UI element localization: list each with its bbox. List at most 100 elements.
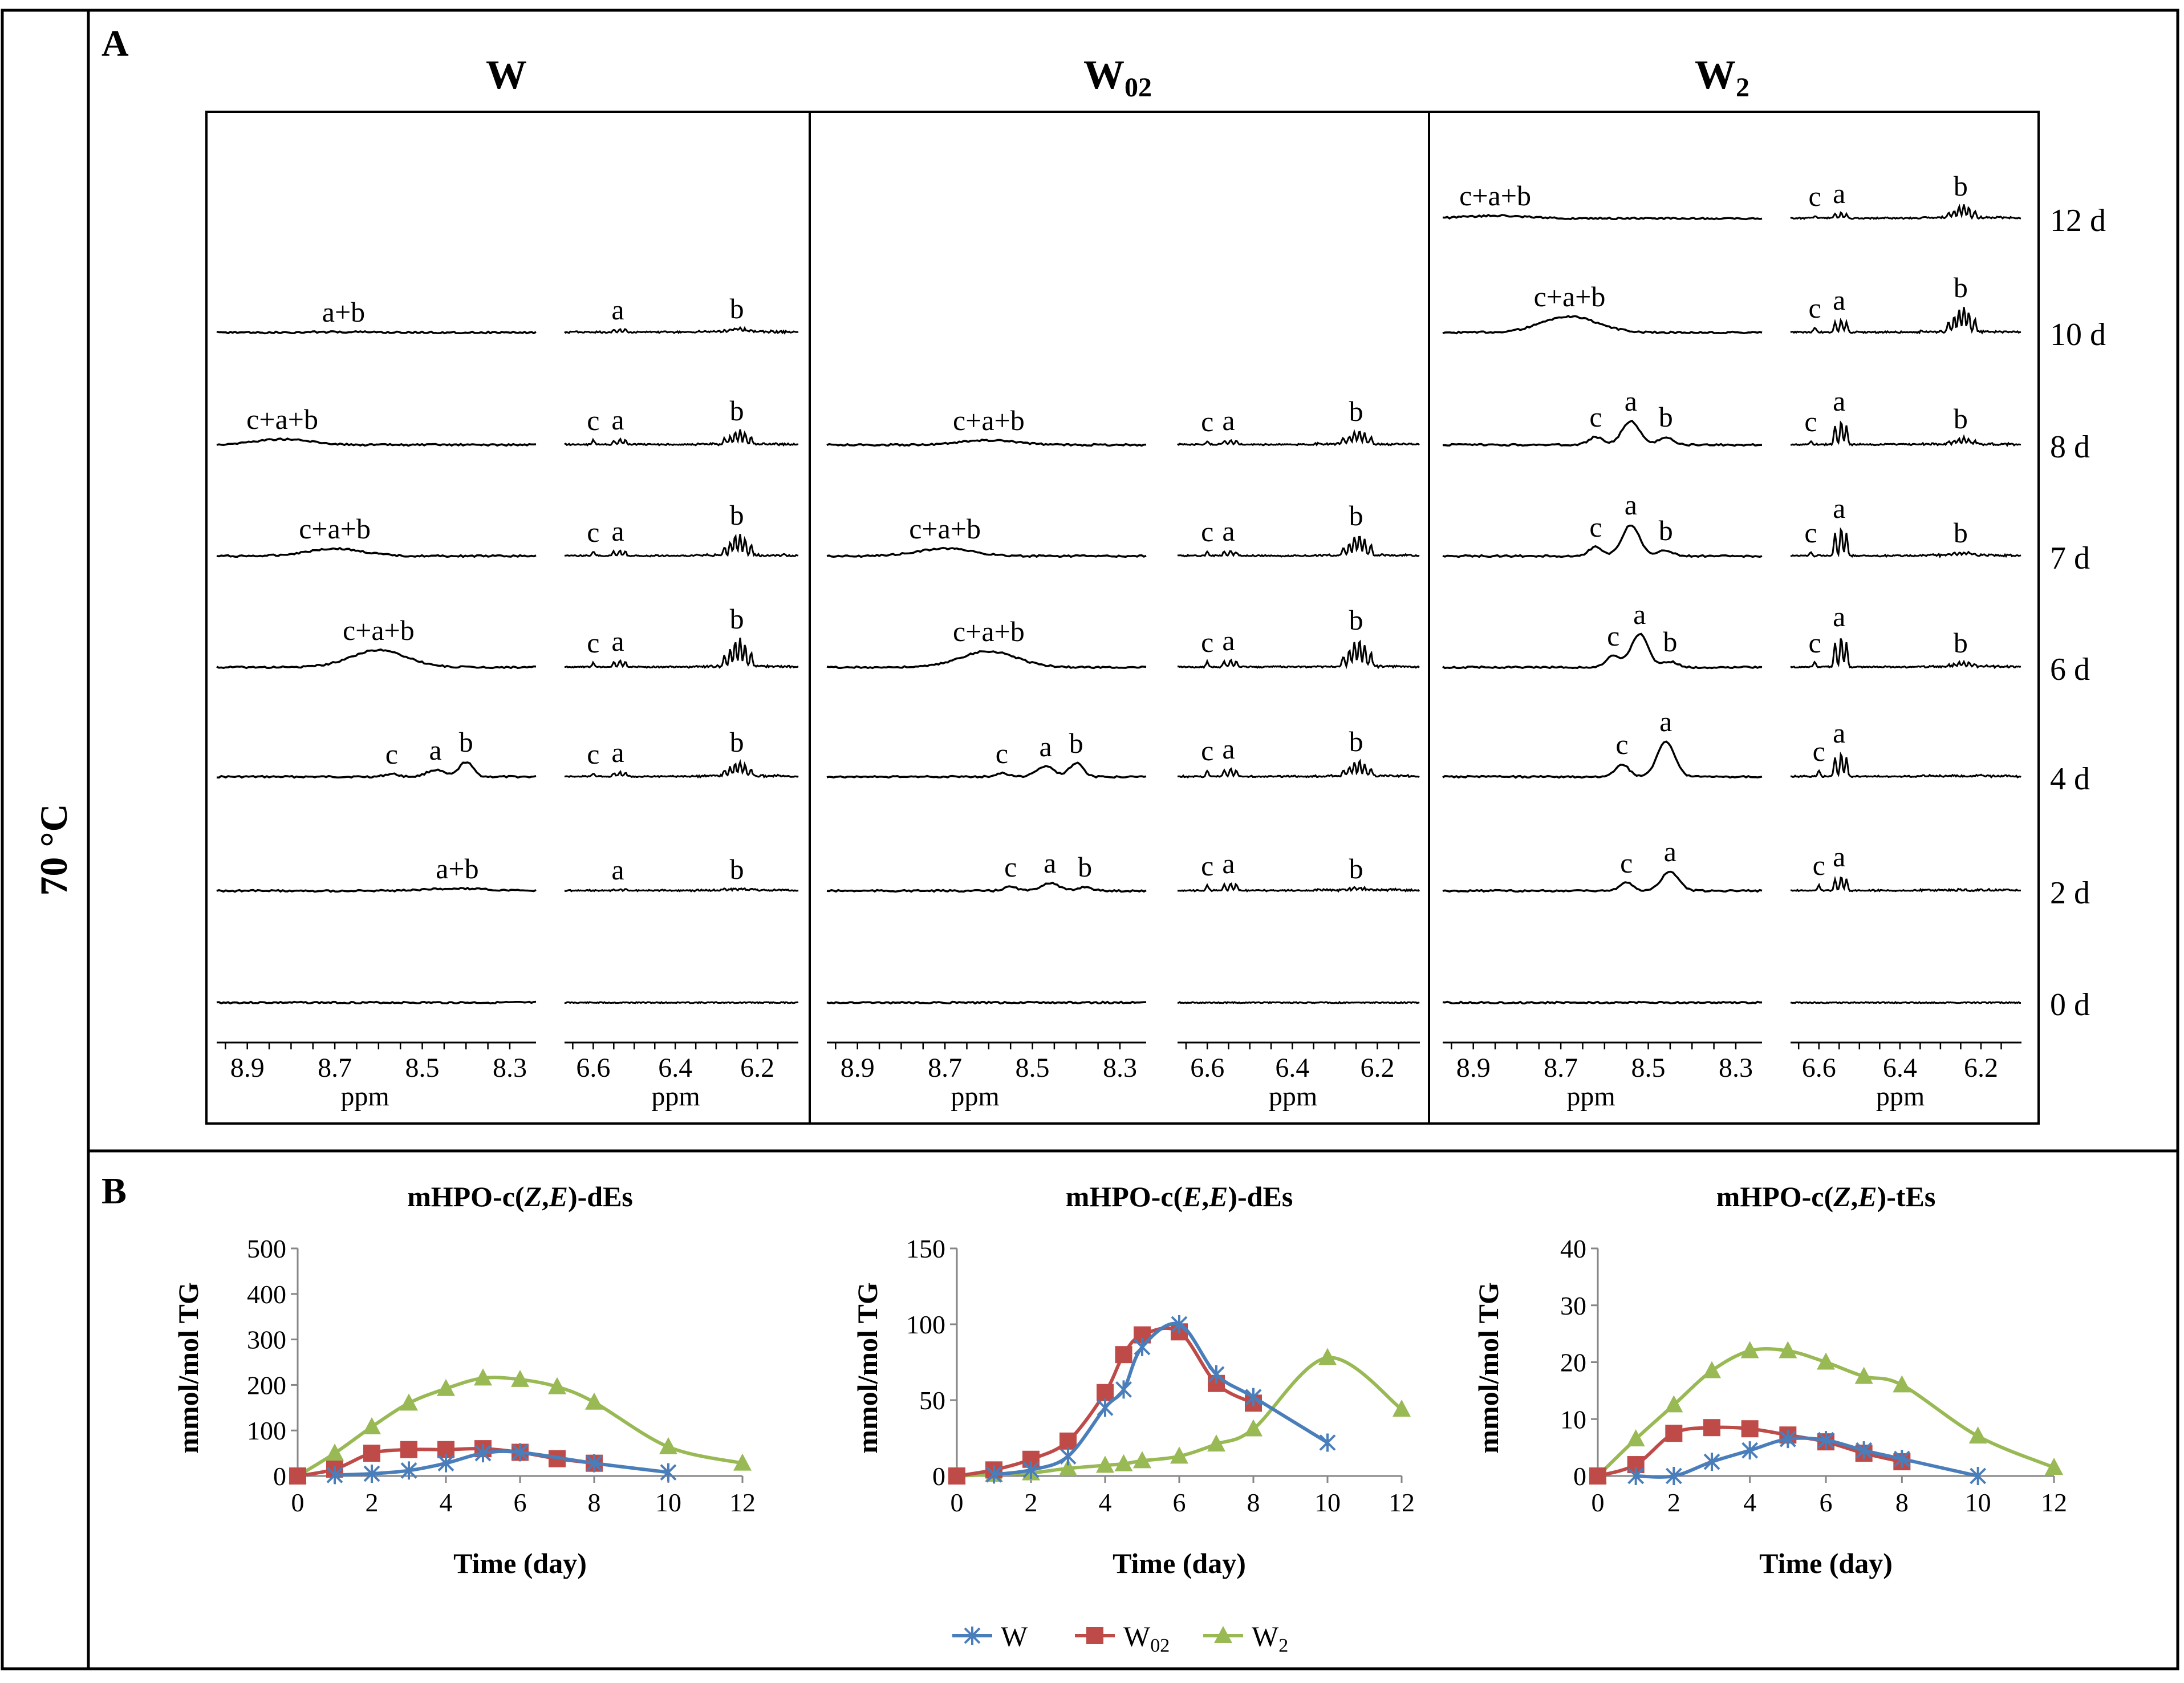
peak-label: a+b bbox=[322, 296, 365, 328]
y-tick-label: 20 bbox=[1560, 1348, 1586, 1377]
peak-label: a+b bbox=[436, 853, 478, 885]
marker-square bbox=[1741, 1420, 1759, 1438]
peak-label: a bbox=[1625, 385, 1637, 417]
marker-square bbox=[1703, 1419, 1720, 1437]
x-tick-label: 2 bbox=[1667, 1488, 1680, 1517]
column-title-sub: 2 bbox=[1736, 72, 1749, 103]
marker-triangle bbox=[1096, 1455, 1114, 1473]
marker-star bbox=[1627, 1467, 1645, 1485]
column-title-main: W bbox=[1695, 52, 1736, 98]
temperature-label: 70 °C bbox=[32, 804, 75, 895]
marker-triangle bbox=[1318, 1348, 1337, 1365]
peak-label: c bbox=[1589, 401, 1602, 433]
peak-label: c bbox=[587, 516, 599, 548]
spectrum-trace-left bbox=[826, 439, 1147, 447]
ppm-tick-label: 8.5 bbox=[1631, 1053, 1666, 1083]
spectrum-trace-left bbox=[216, 330, 537, 335]
ppm-unit-label: ppm bbox=[651, 1081, 700, 1112]
spectra-frame bbox=[205, 111, 2040, 1125]
panel-b-letter: B bbox=[102, 1170, 127, 1212]
marker-square bbox=[289, 1467, 306, 1485]
peak-label: c bbox=[1809, 292, 1821, 324]
chart-title-part: )-dEs bbox=[1228, 1181, 1293, 1212]
marker-triangle bbox=[1817, 1352, 1835, 1370]
marker-square bbox=[1059, 1432, 1077, 1450]
marker-square bbox=[400, 1441, 417, 1458]
peak-label: c bbox=[1201, 405, 1213, 437]
spectrum-trace-right bbox=[1177, 536, 1420, 558]
series-line-W bbox=[334, 1449, 669, 1477]
peak-label: c bbox=[1201, 516, 1213, 548]
peak-label: c bbox=[1813, 735, 1825, 767]
chart-title-part: , bbox=[542, 1181, 549, 1212]
marker-triangle bbox=[1393, 1399, 1411, 1417]
marker-star bbox=[586, 1454, 603, 1473]
spectrum-trace-right bbox=[1177, 1000, 1420, 1004]
ppm-unit-label: ppm bbox=[340, 1081, 389, 1112]
y-tick-label: 0 bbox=[932, 1462, 945, 1491]
peak-label: a bbox=[1664, 836, 1676, 867]
peak-label: b bbox=[1349, 395, 1363, 427]
x-tick-label: 4 bbox=[1099, 1488, 1112, 1517]
spectrum-trace-right bbox=[1177, 428, 1420, 447]
legend-label-main: W bbox=[1252, 1620, 1279, 1652]
peak-label: b bbox=[730, 293, 744, 325]
marker-square bbox=[1665, 1425, 1683, 1442]
marker-star bbox=[985, 1465, 1002, 1484]
marker-triangle bbox=[733, 1453, 752, 1471]
day-label: 10 d bbox=[2050, 317, 2106, 352]
peak-label: b bbox=[1349, 725, 1363, 757]
spectrum-trace-right bbox=[1791, 420, 2021, 447]
peak-label: b bbox=[730, 726, 744, 758]
x-tick-label: 2 bbox=[366, 1488, 379, 1517]
peak-label: c bbox=[1804, 405, 1817, 437]
peak-label: c bbox=[1201, 626, 1213, 658]
marker-star bbox=[512, 1443, 529, 1462]
peak-label: c bbox=[587, 404, 599, 436]
ppm-tick-label: 6.2 bbox=[1360, 1053, 1394, 1083]
marker-triangle bbox=[1968, 1426, 1987, 1444]
series-line-W2 bbox=[1596, 1347, 2055, 1478]
peak-label: a bbox=[1044, 847, 1056, 879]
marker-star bbox=[964, 1627, 981, 1645]
ppm-tick-label: 6.2 bbox=[1964, 1053, 1998, 1083]
marker-star bbox=[1059, 1447, 1077, 1466]
peak-label: c+a+b bbox=[953, 615, 1025, 647]
marker-star bbox=[1134, 1337, 1151, 1356]
y-tick-label: 30 bbox=[1560, 1291, 1586, 1320]
spectrum-trace-right bbox=[563, 326, 799, 335]
ppm-unit-label: ppm bbox=[1876, 1081, 1925, 1112]
y-tick-label: 100 bbox=[906, 1310, 945, 1339]
peak-label: c bbox=[1589, 511, 1602, 543]
spectrum-trace-left bbox=[216, 761, 537, 779]
day-label: 0 d bbox=[2050, 987, 2090, 1023]
ppm-tick-label: 8.3 bbox=[1719, 1053, 1753, 1083]
x-axis-title: Time (day) bbox=[1759, 1547, 1893, 1579]
marker-star bbox=[1893, 1450, 1910, 1469]
legend-label-main: W bbox=[1123, 1620, 1151, 1652]
spectrum-trace-right bbox=[1790, 751, 2021, 779]
peak-label: a bbox=[611, 404, 624, 436]
y-tick-label: 0 bbox=[273, 1462, 286, 1491]
ppm-tick-label: 8.5 bbox=[405, 1053, 440, 1083]
peak-label: a bbox=[611, 854, 624, 886]
marker-square bbox=[948, 1467, 965, 1485]
legend-label: W bbox=[1001, 1620, 1028, 1652]
x-tick-label: 6 bbox=[1173, 1488, 1186, 1517]
spectrum-trace-left bbox=[216, 886, 537, 893]
marker-star bbox=[437, 1454, 454, 1473]
panel-a: A W W02 W2 a+b a bc a b c a bc+a+b c abc+a+b c a bc+a+… bbox=[102, 23, 2106, 1125]
marker-star bbox=[1171, 1315, 1188, 1333]
peak-label: c bbox=[1809, 180, 1821, 212]
y-tick-label: 300 bbox=[247, 1325, 286, 1354]
x-tick-label: 8 bbox=[588, 1488, 601, 1517]
peak-label: c+a+b bbox=[909, 513, 981, 545]
peak-label: b bbox=[1954, 627, 1968, 659]
series-line-W02 bbox=[956, 1326, 1255, 1478]
marker-triangle bbox=[326, 1443, 344, 1461]
marker-star bbox=[1741, 1441, 1759, 1460]
marker-triangle bbox=[1244, 1419, 1263, 1437]
peak-label: a bbox=[1633, 598, 1646, 630]
